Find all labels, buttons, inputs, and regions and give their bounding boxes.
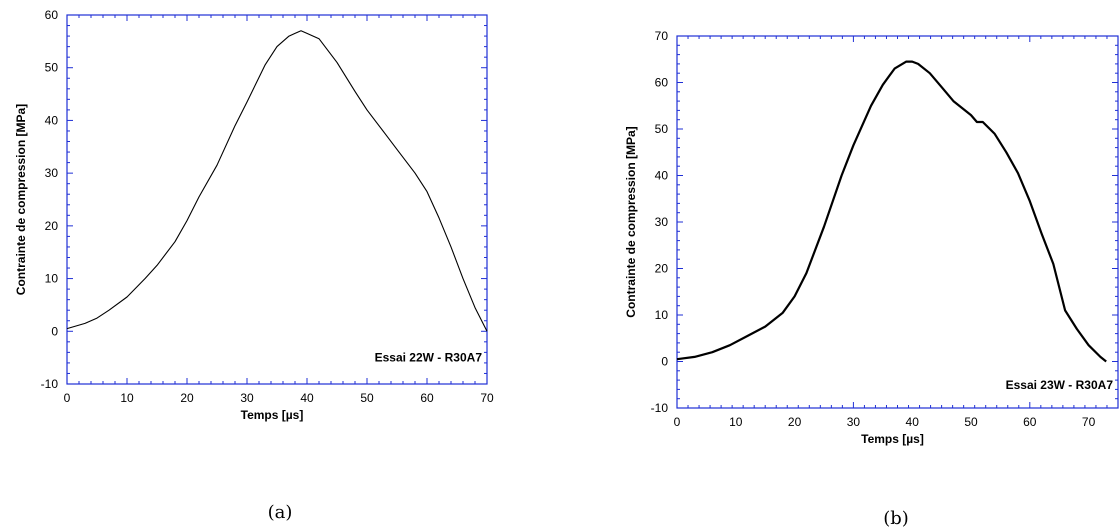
x-tick-label: 40 (906, 415, 920, 429)
x-tick-label: 0 (674, 415, 681, 429)
plot-frame (676, 35, 1119, 409)
x-tick-label: 30 (847, 415, 861, 429)
y-tick-label: 0 (661, 355, 668, 369)
x-tick-label: 60 (1023, 415, 1037, 429)
y-tick-label: 50 (655, 122, 669, 136)
x-tick-label: 20 (788, 415, 802, 429)
y-tick-label: 40 (45, 113, 59, 127)
panel-caption: (a) (268, 502, 293, 523)
x-tick-label: 30 (240, 391, 254, 405)
y-tick-label: -10 (651, 401, 669, 415)
x-axis-title: Temps [µs] (861, 432, 924, 446)
y-axis-title: Contrainte de compression [MPa] (624, 126, 638, 317)
y-tick-label: 0 (51, 324, 58, 338)
y-tick-label: 10 (655, 308, 669, 322)
y-tick-label: 20 (655, 262, 669, 276)
x-tick-label: 50 (360, 391, 374, 405)
plot-frame (66, 14, 488, 385)
x-tick-label: 70 (480, 391, 494, 405)
x-axis-title: Temps [µs] (241, 408, 304, 422)
x-tick-label: 60 (420, 391, 434, 405)
y-tick-label: 60 (655, 76, 669, 90)
tick-marks (676, 35, 1119, 409)
y-tick-label: 50 (45, 61, 59, 75)
x-tick-label: 40 (300, 391, 314, 405)
x-tick-label: 10 (120, 391, 134, 405)
y-tick-label: 40 (655, 169, 669, 183)
x-tick-label: 10 (729, 415, 743, 429)
y-tick-label: -10 (41, 377, 59, 391)
y-tick-label: 30 (45, 166, 59, 180)
test-annotation: Essai 23W - R30A7 (1006, 378, 1114, 392)
series-line (66, 30, 488, 332)
y-tick-label: 30 (655, 215, 669, 229)
y-tick-label: 60 (45, 8, 59, 22)
x-tick-label: 50 (964, 415, 978, 429)
panel-caption: (b) (883, 508, 909, 529)
y-axis-title: Contrainte de compression [MPa] (14, 104, 28, 295)
test-annotation: Essai 22W - R30A7 (375, 351, 483, 365)
series-line (676, 60, 1107, 363)
chart-panel-b: 0 10 20 30 40 50 60 70 -10 0 10 20 30 40 50 60 70 Temps [… (624, 29, 1119, 529)
y-tick-label: 20 (45, 219, 59, 233)
x-tick-label: 20 (180, 391, 194, 405)
x-tick-label: 0 (64, 391, 71, 405)
x-tick-label: 70 (1082, 415, 1096, 429)
tick-marks (66, 14, 488, 385)
y-tick-label: 70 (655, 29, 669, 43)
y-tick-label: 10 (45, 272, 59, 286)
chart-panel-a: 0 10 20 30 40 50 60 70 -10 0 10 20 30 40 50 60 Temps [µs… (14, 8, 494, 523)
